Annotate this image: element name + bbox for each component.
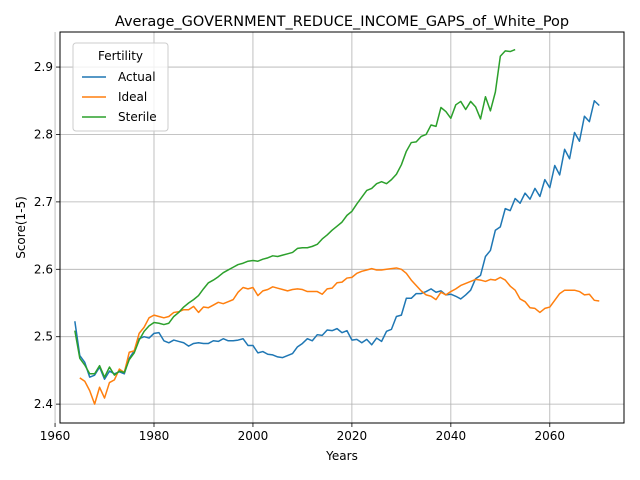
series-line-sterile (74, 48, 516, 378)
legend-label-sterile: Sterile (118, 110, 157, 124)
x-tick-label: 2020 (337, 429, 368, 443)
legend-label-actual: Actual (118, 70, 156, 84)
y-tick-label: 2.9 (34, 60, 53, 74)
series-line-ideal (79, 267, 600, 405)
y-tick-label: 2.5 (34, 330, 53, 344)
legend-entries: Actual Ideal Sterile (82, 70, 157, 124)
x-tick-label: 1980 (139, 429, 170, 443)
series-line-actual (74, 100, 600, 380)
x-tick-label: 2040 (436, 429, 467, 443)
legend-box (72, 42, 169, 132)
y-tick-label: 2.4 (34, 397, 53, 411)
series-lines (74, 48, 600, 405)
legend-title: Fertility (98, 49, 143, 63)
x-axis-title: Years (325, 449, 358, 463)
plot-frame (59, 31, 625, 424)
x-tick-label: 2060 (535, 429, 566, 443)
y-axis-title: Score(1-5) (14, 196, 28, 259)
axis-ticks: 1960 1980 2000 2020 2040 2060 2.4 2.5 2.6 2.7 2.8 2… (34, 60, 565, 443)
legend-label-ideal: Ideal (118, 90, 147, 104)
x-tick-label: 2000 (238, 429, 269, 443)
chart-title: Average_GOVERNMENT_REDUCE_INCOME_GAPS_of… (115, 14, 569, 30)
y-tick-label: 2.8 (34, 127, 53, 141)
grid (54, 32, 624, 423)
x-tick-label: 1960 (40, 429, 71, 443)
y-tick-label: 2.7 (34, 195, 53, 209)
y-tick-label: 2.6 (34, 262, 53, 276)
legend: Fertility Actual Ideal Sterile (72, 42, 169, 132)
